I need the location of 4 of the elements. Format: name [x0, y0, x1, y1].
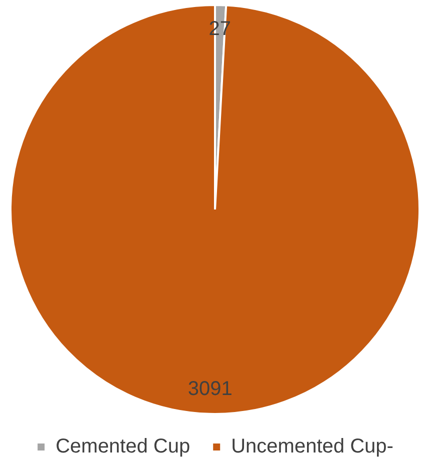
legend-label: Uncemented Cup-: [231, 436, 394, 458]
data-label: 27: [208, 18, 232, 40]
legend-label: Cemented Cup: [56, 436, 190, 458]
data-label: 3091: [188, 378, 232, 400]
